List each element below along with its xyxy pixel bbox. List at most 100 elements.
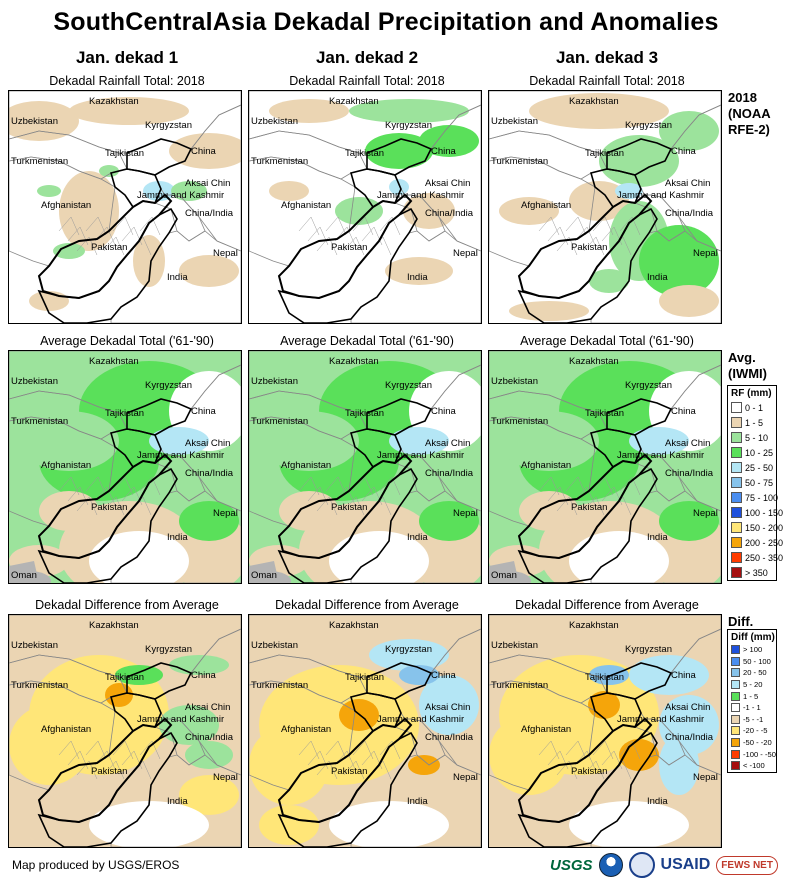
legend-item: 200 - 250 [728, 535, 783, 550]
legend-swatch [731, 567, 742, 578]
legend-item: -1 - 1 [728, 702, 776, 714]
map-label-oman: Oman [11, 570, 37, 581]
map-label-jammu-kashmir: Jammu and Kashmir [137, 450, 225, 461]
map-label-aksai-chin: Aksai Chin [425, 438, 471, 449]
legend-swatch [731, 552, 742, 563]
legend-swatch [731, 447, 742, 458]
map-label-turkmenistan: Turkmenistan [251, 156, 309, 167]
map-label-india: India [167, 796, 188, 807]
map-label-nepal: Nepal [453, 508, 478, 519]
map-label-jammu-kashmir: Jammu and Kashmir [377, 714, 465, 725]
map-credit: Map produced by USGS/EROS [12, 858, 180, 872]
map-label-afghanistan: Afghanistan [281, 460, 332, 471]
map-label-aksai-chin: Aksai Chin [185, 178, 231, 189]
map-label-pakistan: Pakistan [91, 766, 128, 777]
panel-subtitle: Dekadal Difference from Average [35, 598, 219, 612]
map-label-turkmenistan: Turkmenistan [251, 416, 309, 427]
map-label-kazakhstan: Kazakhstan [89, 96, 139, 107]
legend-swatch [731, 537, 742, 548]
legend-item: 1 - 5 [728, 690, 776, 702]
map-label-afghanistan: Afghanistan [521, 460, 572, 471]
map-label-china: China [191, 406, 216, 417]
legend-swatch [731, 726, 740, 736]
panel-subtitle: Dekadal Rainfall Total: 2018 [289, 74, 445, 88]
map-panel-difference-dekad-3: Kazakhstan Uzbekistan Kyrgyzstan Turkmenist… [488, 614, 722, 848]
map-label-jammu-kashmir: Jammu and Kashmir [617, 190, 705, 201]
map-label-china-india: China/India [425, 208, 474, 219]
map-label-turkmenistan: Turkmenistan [11, 680, 69, 691]
legend-swatch [731, 761, 740, 771]
map-label-nepal: Nepal [213, 772, 238, 783]
map-label-tajikistan: Tajikistan [585, 672, 625, 683]
legend-title: RF (mm) [731, 388, 772, 399]
map-label-china-india: China/India [185, 208, 234, 219]
legend-item: 5 - 20 [728, 679, 776, 691]
usgs-logo: USGS [550, 856, 593, 874]
legend-label: 20 - 50 [743, 668, 767, 678]
map-label-pakistan: Pakistan [331, 502, 368, 513]
map-panel-rainfall-2018-dekad-3: Kazakhstan Uzbekistan Kyrgyzstan Turkmenist… [488, 90, 722, 324]
column-heading-dekad-1: Jan. dekad 1 [75, 48, 179, 67]
map-label-india: India [647, 796, 668, 807]
legend-label: -1 - 1 [743, 703, 761, 713]
map-label-kazakhstan: Kazakhstan [569, 620, 619, 631]
map-label-kyrgyzstan: Kyrgyzstan [145, 120, 192, 131]
map-label-pakistan: Pakistan [91, 242, 128, 253]
map-label-afghanistan: Afghanistan [281, 724, 332, 735]
legend-label: -5 - -1 [743, 714, 764, 724]
map-label-aksai-chin: Aksai Chin [185, 702, 231, 713]
legend-item: -20 - -5 [728, 725, 776, 737]
map-label-uzbekistan: Uzbekistan [491, 116, 538, 127]
column-heading-dekad-2: Jan. dekad 2 [315, 48, 419, 67]
legend-label: 5 - 20 [743, 680, 763, 690]
map-label-kyrgyzstan: Kyrgyzstan [625, 380, 672, 391]
legend-item: 10 - 25 [728, 445, 776, 460]
map-label-uzbekistan: Uzbekistan [251, 640, 298, 651]
map-label-india: India [407, 796, 428, 807]
map-label-kazakhstan: Kazakhstan [89, 356, 139, 367]
map-label-pakistan: Pakistan [571, 766, 608, 777]
legend-swatch [731, 462, 742, 473]
map-label-afghanistan: Afghanistan [521, 200, 572, 211]
map-label-kazakhstan: Kazakhstan [329, 356, 379, 367]
map-label-china-india: China/India [185, 468, 234, 479]
map-panel-difference-dekad-1: Kazakhstan Uzbekistan Kyrgyzstan Turkmenist… [8, 614, 242, 848]
map-panel-average-dekad-3: Kazakhstan Uzbekistan Kyrgyzstan Turkmenist… [488, 350, 722, 584]
map-label-china-india: China/India [665, 732, 714, 743]
map-label-china: China [191, 670, 216, 681]
map-label-kyrgyzstan: Kyrgyzstan [385, 120, 432, 131]
legend-label: -100 - -50 [743, 749, 776, 759]
map-label-china: China [671, 670, 696, 681]
map-label-kazakhstan: Kazakhstan [89, 620, 139, 631]
legend-swatch [731, 714, 740, 724]
map-label-jammu-kashmir: Jammu and Kashmir [617, 450, 705, 461]
map-label-kazakhstan: Kazakhstan [329, 620, 379, 631]
panel-subtitle: Dekadal Rainfall Total: 2018 [49, 74, 205, 88]
map-label-pakistan: Pakistan [331, 766, 368, 777]
panel-subtitle: Dekadal Difference from Average [515, 598, 699, 612]
map-label-jammu-kashmir: Jammu and Kashmir [137, 714, 225, 725]
panel-subtitle: Average Dekadal Total ('61-'90) [280, 334, 454, 348]
map-label-china: China [191, 146, 216, 157]
legend-swatch [731, 680, 740, 690]
map-label-tajikistan: Tajikistan [585, 408, 625, 419]
legend-label: 0 - 1 [745, 402, 764, 413]
map-label-afghanistan: Afghanistan [41, 724, 92, 735]
legend-label: 250 - 350 [745, 552, 784, 563]
legend-label: < -100 [743, 761, 765, 771]
map-label-uzbekistan: Uzbekistan [251, 376, 298, 387]
map-label-india: India [167, 272, 188, 283]
legend-label: 1 - 5 [745, 417, 764, 428]
map-label-jammu-kashmir: Jammu and Kashmir [137, 190, 225, 201]
legend-label: 25 - 50 [745, 462, 774, 473]
map-label-oman: Oman [251, 570, 277, 581]
map-panel-rainfall-2018-dekad-1: Kazakhstan Uzbekistan Kyrgyzstan Turkmenist… [8, 90, 242, 324]
panel-subtitle: Average Dekadal Total ('61-'90) [520, 334, 694, 348]
map-label-india: India [407, 272, 428, 283]
legend-item: -50 - -20 [728, 737, 776, 749]
legend-item: 100 - 150 [728, 505, 783, 520]
map-label-india: India [647, 272, 668, 283]
panel-subtitle: Average Dekadal Total ('61-'90) [40, 334, 214, 348]
legend-swatch [731, 432, 742, 443]
map-label-uzbekistan: Uzbekistan [491, 376, 538, 387]
